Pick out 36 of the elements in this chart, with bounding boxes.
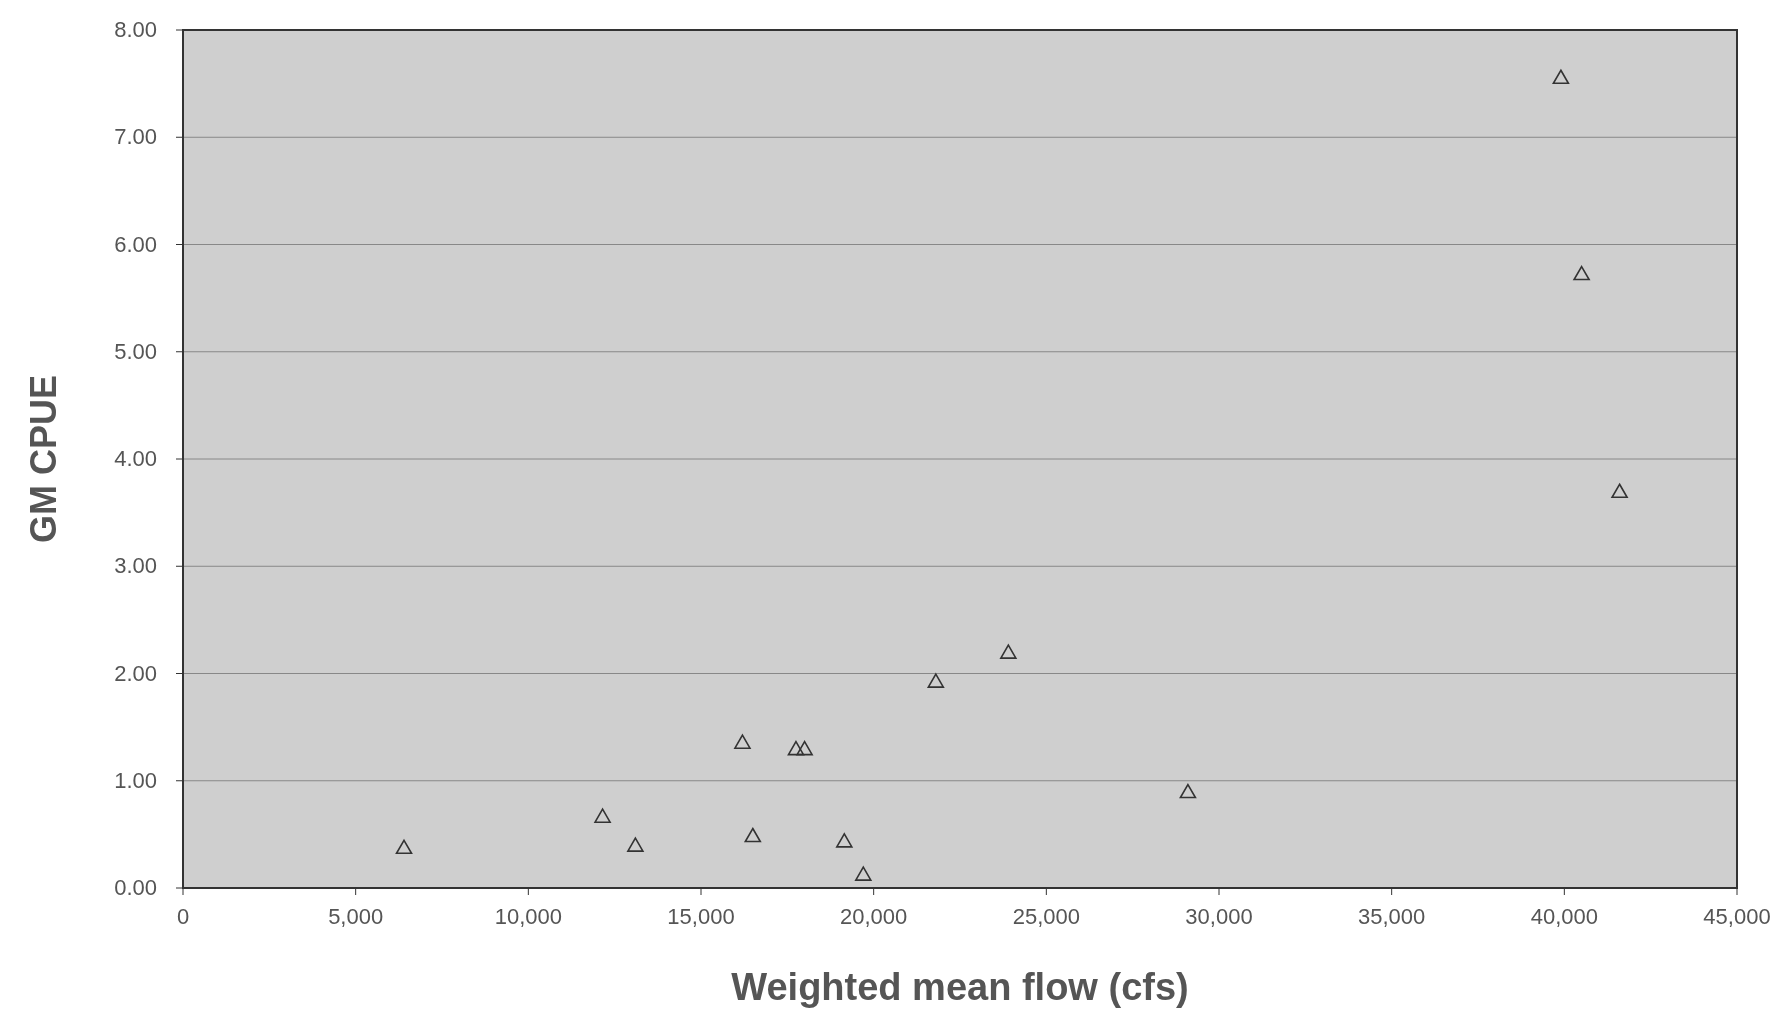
point — [1552, 69, 1570, 85]
point — [1179, 783, 1197, 799]
y-tick-label: 4.00 — [114, 446, 157, 471]
point — [927, 673, 945, 688]
x-tick-label: 25,000 — [1012, 904, 1080, 929]
point — [594, 808, 611, 824]
x-tick-label: 40,000 — [1530, 904, 1598, 929]
x-tick-label: 15,000 — [667, 904, 735, 929]
y-tick-label: 6.00 — [114, 231, 157, 257]
point — [744, 827, 762, 843]
x-tick-label: 20,000 — [840, 904, 908, 929]
x-tick-label: 10,000 — [494, 904, 562, 929]
x-tick-label: 35,000 — [1358, 904, 1426, 929]
y-tick-label: 0.00 — [114, 875, 157, 900]
point — [1573, 265, 1590, 281]
y-tick-label: 3.00 — [114, 553, 157, 579]
point — [734, 734, 751, 750]
y-axis-title: GM CPUE — [23, 374, 64, 544]
y-tick-label: 2.00 — [114, 660, 157, 686]
y-tick-label: 7.00 — [114, 124, 157, 150]
point — [1000, 644, 1017, 659]
x-tick-label: 0 — [176, 904, 190, 929]
y-tick-label: 1.00 — [114, 767, 157, 793]
point — [855, 866, 872, 881]
point — [836, 833, 853, 848]
point — [395, 839, 413, 855]
point — [796, 740, 813, 756]
x-tick-label: 5,000 — [328, 904, 384, 929]
point — [787, 740, 805, 756]
y-tick-label: 8.00 — [114, 17, 157, 42]
point — [627, 837, 644, 852]
point — [1611, 483, 1628, 499]
x-tick-label: 30,000 — [1185, 904, 1253, 929]
x-axis-title: Weighted mean flow (cfs) — [731, 966, 1189, 1008]
x-tick-label: 45,000 — [1703, 904, 1771, 929]
y-tick-label: 5.00 — [114, 338, 157, 364]
